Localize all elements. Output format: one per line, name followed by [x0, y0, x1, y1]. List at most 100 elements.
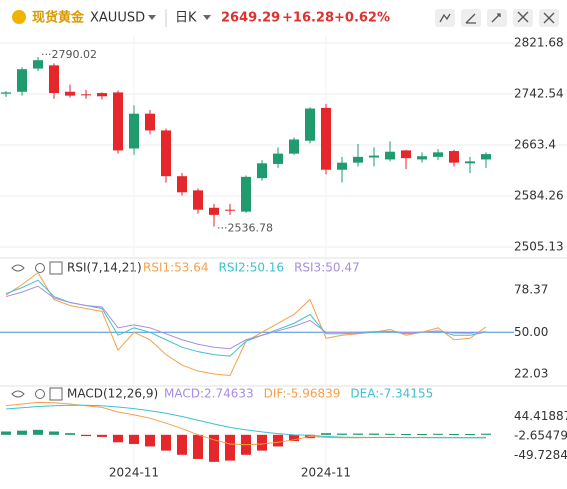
- macd-bar: [33, 429, 43, 435]
- candle-body: [433, 152, 443, 157]
- macd-bar: [337, 433, 347, 435]
- candle-body: [321, 107, 331, 170]
- macd-bar: [321, 433, 331, 435]
- y-tick-label: 2505.13: [514, 240, 564, 254]
- legend-entry: RSI1:53.64: [143, 261, 209, 275]
- symbol-name: 现货黄金: [32, 10, 85, 26]
- candle-body: [225, 209, 235, 211]
- eye-icon[interactable]: [11, 264, 25, 272]
- macd-bar: [17, 430, 27, 435]
- eye-icon[interactable]: [11, 390, 25, 398]
- macd-bar: [161, 434, 171, 451]
- legend-entry: MACD:2.74633: [164, 387, 254, 401]
- macd-bar: [49, 431, 59, 435]
- gold-icon: [12, 10, 26, 24]
- edit-icon[interactable]: [491, 13, 501, 23]
- y-tick-label: 78.37: [514, 283, 548, 297]
- candle-body: [337, 162, 347, 170]
- y-tick-label: 2821.68: [514, 35, 564, 49]
- macd-bar: [65, 433, 75, 435]
- legend-entry: DIF:-5.96839: [264, 387, 341, 401]
- macd-bar: [401, 433, 411, 435]
- macd-bar: [81, 434, 91, 437]
- candle-body: [145, 113, 155, 131]
- candle-body: [257, 163, 267, 179]
- y-tick-label: -2.65479: [514, 428, 567, 442]
- header: 现货黄金 XAUUSD 日K 2649.29 +16.28 +0.62%: [12, 9, 559, 27]
- macd-bar: [449, 433, 459, 435]
- macd-bar: [417, 433, 427, 435]
- close-icon[interactable]: [543, 12, 555, 24]
- y-tick-label: 22.03: [514, 366, 548, 380]
- fullscreen-icon[interactable]: [517, 11, 529, 23]
- candle-body: [193, 190, 203, 210]
- tool-button[interactable]: [435, 9, 455, 27]
- macd-bar: [433, 433, 443, 435]
- dropdown-icon[interactable]: [203, 15, 211, 20]
- interval[interactable]: 日K: [175, 11, 197, 26]
- series-line: [5, 404, 487, 439]
- macd-bar: [1, 431, 11, 435]
- macd-bar: [369, 433, 379, 435]
- candle-body: [449, 151, 459, 163]
- macd-title: MACD(12,26,9): [67, 387, 158, 401]
- y-tick-label: 2742.54: [514, 87, 564, 101]
- macd-bar: [465, 433, 475, 435]
- price-annotation: ···2536.78: [217, 222, 273, 235]
- indicator-icon[interactable]: [439, 13, 451, 23]
- legend-entry: DEA:-7.34155: [350, 387, 433, 401]
- macd-legend: MACD(12,26,9): [11, 387, 158, 401]
- macd-bar: [273, 434, 283, 447]
- candle-body: [161, 130, 171, 177]
- candle-body: [177, 176, 187, 193]
- gear-icon[interactable]: [35, 263, 45, 273]
- macd-bar: [97, 434, 107, 437]
- macd-bar: [113, 434, 123, 443]
- legend-entry: RSI2:50.16: [219, 261, 285, 275]
- price-annotation: ···2790.02: [41, 48, 97, 61]
- macd-bar: [385, 433, 395, 435]
- checkbox[interactable]: [49, 387, 63, 401]
- candle-body: [289, 139, 299, 154]
- y-tick-label: 2584.26: [514, 189, 564, 203]
- candle-body: [49, 65, 59, 94]
- candle-body: [17, 69, 27, 92]
- candle-body: [369, 155, 379, 158]
- change: +16.28: [282, 11, 334, 26]
- rsi-title: RSI(7,14,21): [67, 261, 142, 275]
- y-tick-label: 2663.4: [514, 138, 556, 152]
- tool-button[interactable]: [487, 9, 507, 27]
- gear-icon[interactable]: [35, 389, 45, 399]
- macd-bar: [129, 434, 139, 444]
- candle-body: [241, 176, 251, 212]
- checkbox[interactable]: [49, 261, 63, 275]
- candle-body: [65, 91, 75, 96]
- candle-body: [481, 154, 491, 160]
- candle-body: [305, 108, 315, 141]
- symbol[interactable]: XAUUSD: [90, 11, 145, 26]
- y-tick-label: 50.00: [514, 325, 548, 339]
- x-tick-label: 2024-11: [109, 466, 159, 480]
- candle-body: [129, 113, 139, 149]
- x-tick-label: 2024-11: [301, 466, 351, 480]
- candle-body: [1, 92, 11, 94]
- draw-icon[interactable]: [465, 13, 476, 24]
- candle-body: [113, 92, 123, 151]
- candle-body: [417, 156, 427, 160]
- macd-bar: [257, 434, 267, 451]
- candle-body: [33, 60, 43, 69]
- candle-body: [465, 161, 475, 164]
- candle-body: [353, 156, 363, 163]
- dropdown-icon[interactable]: [148, 15, 156, 20]
- price: 2649.29: [221, 11, 280, 26]
- candle-body: [385, 151, 395, 160]
- tool-button[interactable]: [513, 9, 533, 27]
- y-tick-label: -49.72845: [514, 448, 567, 462]
- series-line: [5, 271, 487, 377]
- macd-bar: [209, 434, 219, 462]
- rsi-legend: RSI(7,14,21): [11, 261, 142, 275]
- y-tick-label: 44.41887: [514, 409, 567, 423]
- series-line: [5, 279, 487, 357]
- candle-body: [81, 94, 91, 96]
- change-pct: +0.62%: [334, 11, 390, 26]
